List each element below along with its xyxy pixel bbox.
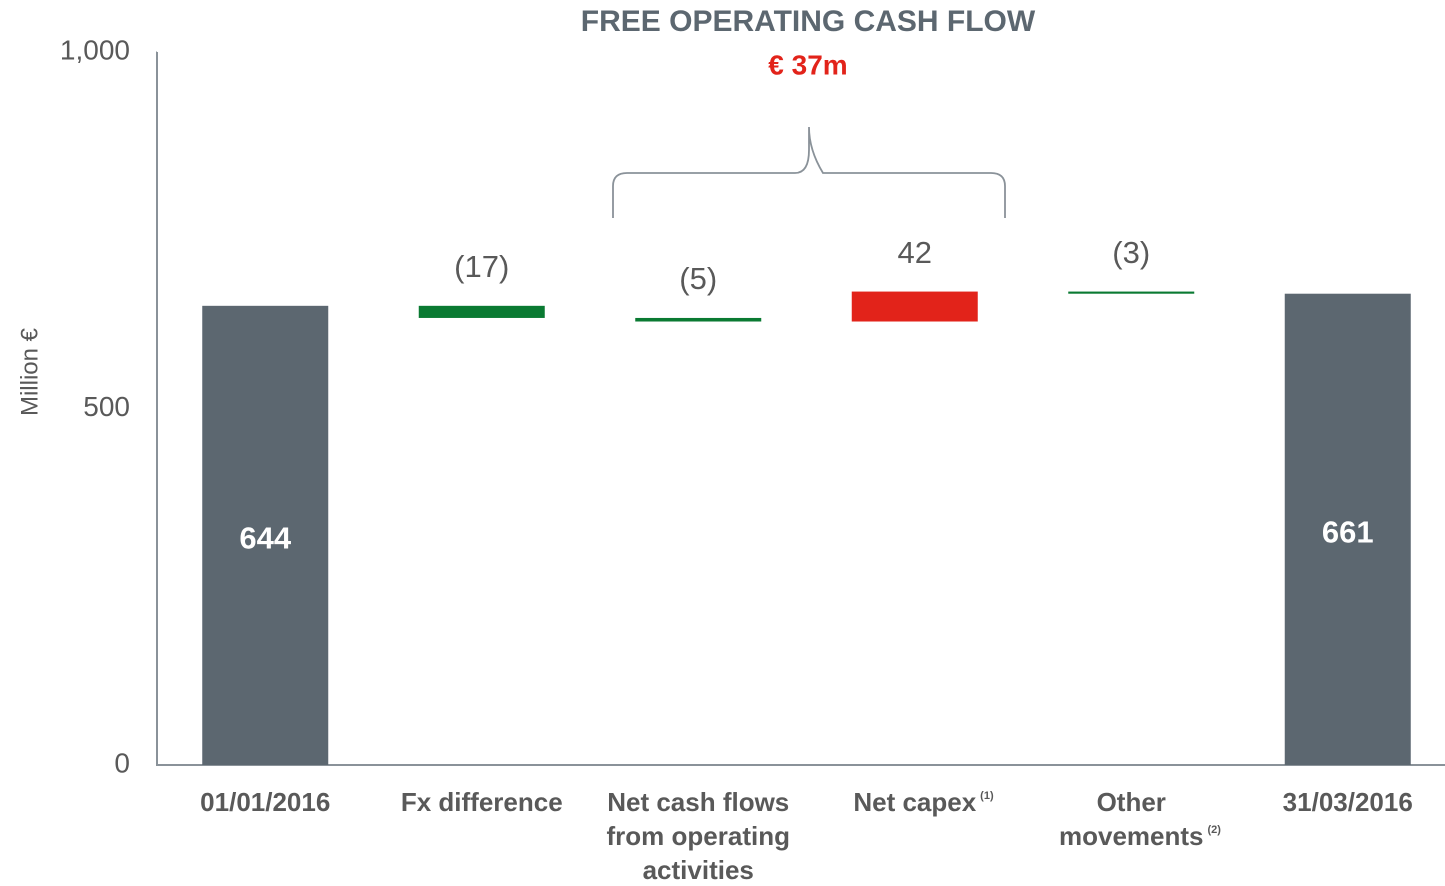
x-tick-label: 31/03/2016 bbox=[1283, 787, 1413, 817]
bar bbox=[635, 317, 762, 322]
value-label: 42 bbox=[898, 235, 932, 270]
bar bbox=[418, 305, 545, 318]
x-tick-label: activities bbox=[643, 855, 754, 885]
y-tick-label: 1,000 bbox=[60, 34, 130, 65]
chart-title: FREE OPERATING CASH FLOW bbox=[581, 5, 1036, 38]
x-tick-label: Net cash flows bbox=[607, 787, 789, 817]
x-tick-label: Other bbox=[1097, 787, 1166, 817]
value-label: 644 bbox=[239, 521, 291, 556]
bar bbox=[851, 291, 978, 322]
value-label: 661 bbox=[1322, 515, 1374, 550]
x-tick-label: movements bbox=[1059, 821, 1204, 851]
y-tick-label: 0 bbox=[114, 747, 130, 778]
chart-subtitle: € 37m bbox=[768, 49, 847, 80]
bracket bbox=[612, 126, 1006, 218]
footnote-marker: (1) bbox=[980, 790, 994, 802]
bar bbox=[1068, 291, 1195, 294]
value-label: (17) bbox=[454, 249, 509, 284]
x-tick-label: Fx difference bbox=[401, 787, 563, 817]
value-label: (5) bbox=[679, 261, 717, 296]
bar bbox=[1284, 293, 1411, 765]
x-tick-label: from operating bbox=[607, 821, 790, 851]
y-axis-label: Million € bbox=[16, 327, 43, 416]
footnote-marker: (2) bbox=[1208, 824, 1222, 836]
bar bbox=[202, 305, 329, 765]
x-tick-label: 01/01/2016 bbox=[200, 787, 330, 817]
value-label: (3) bbox=[1112, 235, 1150, 270]
x-tick-label: Net capex bbox=[853, 787, 976, 817]
y-tick-label: 500 bbox=[83, 391, 130, 422]
